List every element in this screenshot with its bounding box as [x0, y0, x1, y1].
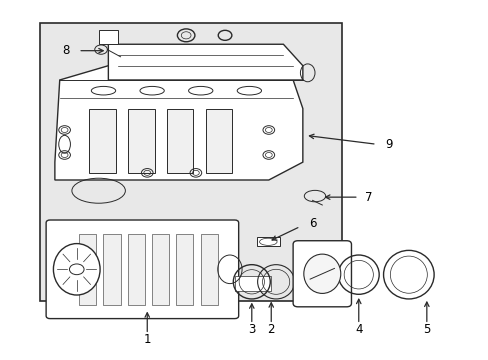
Text: 1: 1 [143, 333, 151, 346]
Bar [176, 234, 193, 305]
Text: 3: 3 [247, 323, 255, 336]
Bar [79, 234, 96, 305]
Text: 5: 5 [422, 323, 429, 336]
Polygon shape [108, 44, 302, 80]
Ellipse shape [53, 244, 100, 295]
Ellipse shape [303, 254, 340, 293]
Bar [99, 30, 118, 44]
Bar [256, 237, 280, 246]
Bar [205, 109, 232, 173]
Text: 2: 2 [267, 323, 274, 336]
Bar [152, 234, 169, 305]
FancyBboxPatch shape [40, 23, 341, 301]
Bar [201, 234, 217, 305]
Bar [234, 276, 271, 291]
Text: 9: 9 [385, 139, 392, 152]
Text: 7: 7 [365, 191, 372, 204]
Bar [89, 109, 116, 173]
FancyBboxPatch shape [292, 241, 351, 307]
Bar [166, 109, 193, 173]
Bar [127, 234, 144, 305]
Bar [127, 109, 154, 173]
Text: 6: 6 [308, 217, 316, 230]
Text: 4: 4 [354, 323, 362, 336]
Ellipse shape [69, 264, 84, 275]
FancyBboxPatch shape [46, 220, 238, 319]
Text: 8: 8 [62, 44, 69, 57]
Polygon shape [55, 66, 302, 180]
Bar [103, 234, 120, 305]
